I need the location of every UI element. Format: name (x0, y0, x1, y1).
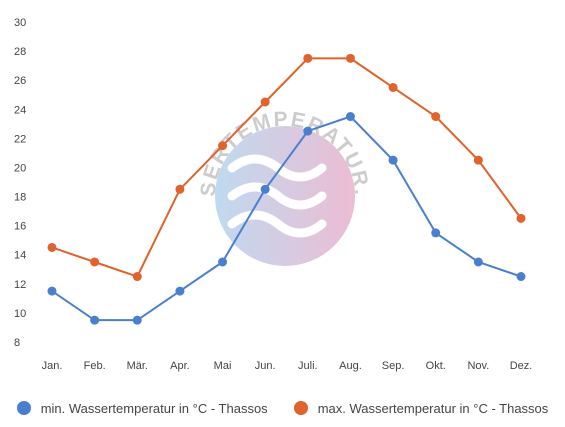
legend-item-max[interactable]: max. Wassertemperatur in °C - Thassos (293, 400, 549, 416)
data-point[interactable] (516, 213, 526, 223)
y-axis: 8 10 12 14 16 18 20 22 24 26 28 30 (14, 17, 26, 349)
data-point[interactable] (47, 286, 57, 296)
y-tick-label: 24 (14, 104, 26, 116)
x-tick-label: Mär. (127, 360, 148, 372)
data-point[interactable] (90, 315, 100, 325)
data-point[interactable] (218, 257, 228, 267)
y-tick-label: 12 (14, 279, 26, 291)
data-point[interactable] (303, 53, 313, 63)
data-point[interactable] (47, 242, 57, 252)
y-tick-label: 30 (14, 17, 26, 29)
x-axis: Jan. Feb. Mär. Apr. Mai Jun. Juli. Aug. Sep. Okt.… (42, 360, 533, 372)
data-point[interactable] (260, 97, 270, 107)
x-tick-label: Jun. (255, 360, 276, 372)
data-point[interactable] (388, 155, 398, 165)
data-point[interactable] (473, 257, 483, 267)
data-point[interactable] (388, 82, 398, 92)
series-line-0 (51, 115, 522, 322)
x-tick-label: Dez. (510, 360, 533, 372)
y-tick-label: 26 (14, 75, 26, 87)
watermark-waves-icon (227, 154, 327, 238)
x-tick-label: Okt. (426, 360, 446, 372)
y-tick-label: 10 (14, 308, 26, 320)
legend-label-min: min. Wassertemperatur in °C - Thassos (40, 400, 268, 416)
series-layer (47, 53, 526, 325)
legend-item-min[interactable]: min. Wassertemperatur in °C - Thassos (16, 400, 268, 416)
data-point[interactable] (431, 112, 441, 122)
x-tick-label: Nov. (467, 360, 489, 372)
x-tick-label: Feb. (84, 360, 106, 372)
data-point[interactable] (132, 272, 142, 282)
y-tick-label: 16 (14, 221, 26, 233)
watermark-logo: WASSERTEMPERATUR.ORG (0, 0, 371, 266)
data-point[interactable] (175, 184, 185, 194)
data-point[interactable] (260, 184, 270, 194)
y-tick-label: 28 (14, 46, 26, 58)
data-point[interactable] (132, 315, 142, 325)
x-tick-label: Sep. (382, 360, 405, 372)
data-point[interactable] (516, 272, 526, 282)
x-tick-label: Apr. (170, 360, 190, 372)
y-tick-label: 22 (14, 133, 26, 145)
legend-label-max: max. Wassertemperatur in °C - Thassos (317, 400, 549, 416)
x-tick-label: Juli. (298, 360, 318, 372)
data-point[interactable] (345, 53, 355, 63)
y-tick-label: 8 (14, 337, 20, 349)
data-point[interactable] (90, 257, 100, 267)
legend-marker-icon (16, 401, 31, 415)
legend: min. Wassertemperatur in °C - Thassos ma… (0, 396, 565, 420)
data-point[interactable] (473, 155, 483, 165)
series-line-1 (51, 57, 522, 278)
x-tick-label: Mai (214, 360, 232, 372)
x-tick-label: Jan. (42, 360, 63, 372)
x-tick-label: Aug. (339, 360, 362, 372)
data-point[interactable] (218, 141, 228, 151)
y-tick-label: 14 (14, 250, 26, 262)
data-point[interactable] (345, 112, 355, 122)
y-tick-label: 18 (14, 192, 26, 204)
data-point[interactable] (175, 286, 185, 296)
y-tick-label: 20 (14, 162, 26, 174)
legend-marker-icon (293, 401, 308, 415)
data-point[interactable] (431, 228, 441, 238)
data-point[interactable] (303, 126, 313, 136)
